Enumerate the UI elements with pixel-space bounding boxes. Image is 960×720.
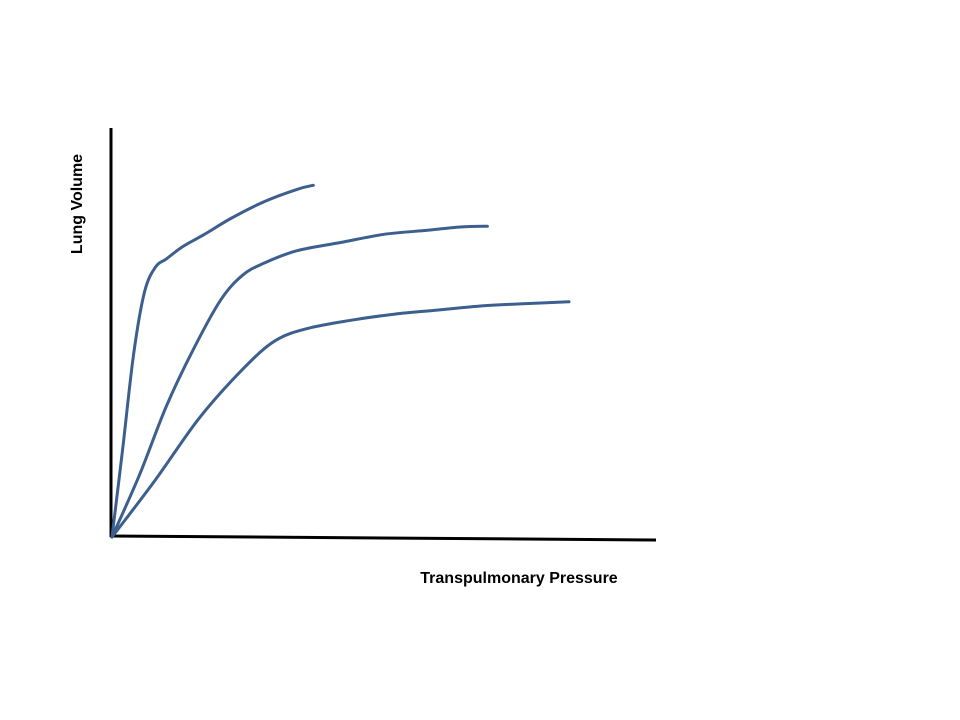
series-group [110, 183, 571, 539]
series-line-3 [110, 300, 571, 539]
x-axis-label: Transpulmonary Pressure [420, 570, 618, 587]
axes [109, 128, 657, 542]
x-axis-line [109, 534, 657, 542]
series-line-2 [110, 224, 489, 539]
y-axis-label: Lung Volume [69, 154, 86, 254]
series-line-1 [110, 183, 315, 539]
